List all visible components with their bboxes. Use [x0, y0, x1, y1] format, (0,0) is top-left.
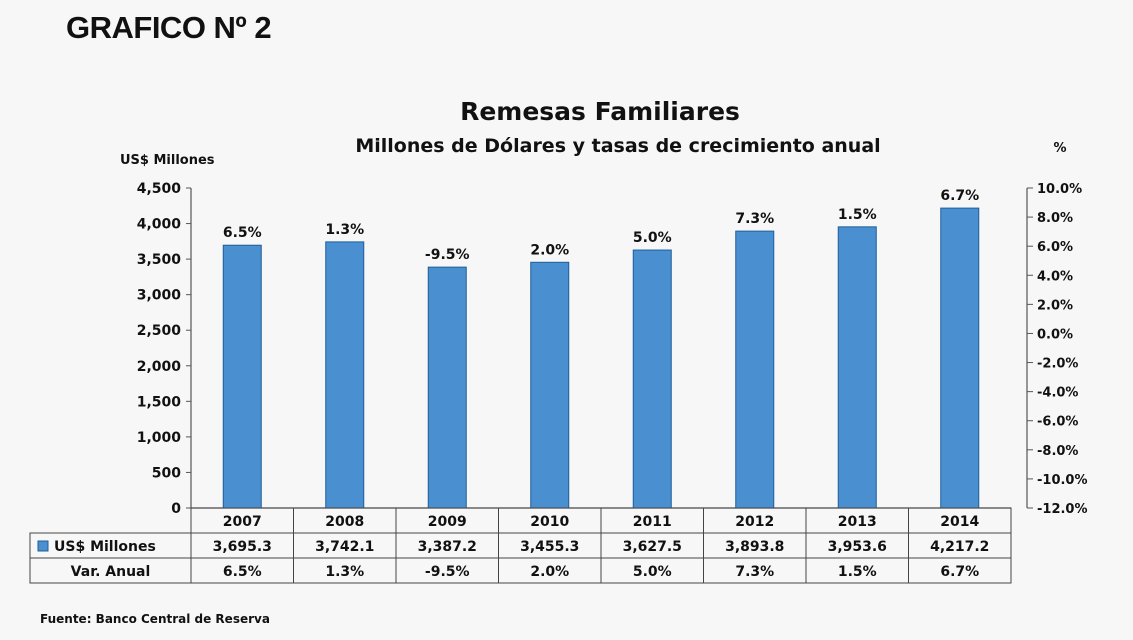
- table-cell: 3,953.6: [828, 539, 887, 555]
- y2-tick-label: -4.0%: [1037, 386, 1078, 401]
- y2-tick-label: -6.0%: [1037, 415, 1078, 430]
- table-cell: 3,695.3: [213, 539, 272, 555]
- table-cell: 3,742.1: [315, 539, 374, 555]
- x-category-label: 2008: [325, 514, 364, 530]
- y2-axis-title: %: [1053, 141, 1066, 156]
- legend-swatch: [37, 540, 49, 552]
- bar: [427, 266, 467, 509]
- x-category-label: 2013: [838, 514, 877, 530]
- table-row-label: US$ Millones: [54, 539, 156, 555]
- y-axis-title: US$ Millones: [120, 153, 215, 168]
- bar-data-label: 6.7%: [940, 188, 979, 204]
- y2-tick-label: -2.0%: [1037, 357, 1078, 372]
- y-tick-label: 500: [152, 465, 181, 481]
- bar: [837, 226, 877, 509]
- bar-data-label: -9.5%: [425, 247, 470, 263]
- bar: [222, 244, 262, 509]
- y2-tick-label: 10.0%: [1037, 182, 1082, 197]
- y-tick-label: 1,500: [137, 394, 182, 410]
- y2-tick-label: 4.0%: [1037, 269, 1073, 284]
- table-cell: 3,627.5: [623, 539, 682, 555]
- table-cell: 4,217.2: [930, 539, 989, 555]
- x-category-label: 2009: [428, 514, 467, 530]
- y-tick-label: 1,000: [137, 430, 182, 446]
- x-category-label: 2012: [735, 514, 774, 530]
- chart-subtitle: Millones de Dólares y tasas de crecimien…: [355, 135, 880, 157]
- y-tick-label: 4,500: [137, 181, 182, 197]
- table-cell: 7.3%: [735, 564, 774, 580]
- figure-label: GRAFICO Nº 2: [66, 10, 272, 45]
- table-cell: 2.0%: [530, 564, 569, 580]
- x-category-label: 2007: [223, 514, 262, 530]
- y-tick-label: 0: [171, 501, 181, 517]
- y-tick-label: 2,500: [137, 323, 182, 339]
- table-cell: -9.5%: [425, 564, 470, 580]
- bar-data-label: 1.5%: [838, 207, 877, 223]
- bar-data-label: 2.0%: [530, 242, 569, 258]
- y2-tick-label: -12.0%: [1037, 502, 1088, 517]
- y-tick-label: 3,000: [137, 288, 182, 304]
- y-tick-label: 3,500: [137, 252, 182, 268]
- table-cell: 6.7%: [940, 564, 979, 580]
- table-row-label: Var. Anual: [71, 564, 151, 580]
- bar-data-label: 6.5%: [223, 225, 262, 241]
- y2-tick-label: -8.0%: [1037, 444, 1078, 459]
- y-tick-label: 4,000: [137, 217, 182, 233]
- y-tick-label: 2,000: [137, 359, 182, 375]
- table-cell: 1.3%: [325, 564, 364, 580]
- data-table: 2007 2008 2009 2010 2011 2012 2013 2014 US$ Mill…: [29, 507, 1012, 584]
- bar: [530, 261, 570, 509]
- bar-data-label: 1.3%: [325, 222, 364, 238]
- y2-tick-label: -10.0%: [1037, 473, 1088, 488]
- y2-tick-label: 6.0%: [1037, 240, 1073, 255]
- table-cell: 1.5%: [838, 564, 877, 580]
- bar-data-label: 7.3%: [735, 211, 774, 227]
- chart-title: Remesas Familiares: [460, 97, 740, 126]
- y2-tick-label: 8.0%: [1037, 211, 1073, 226]
- table-cell: 6.5%: [223, 564, 262, 580]
- table-cell: 3,455.3: [520, 539, 579, 555]
- x-category-label: 2011: [633, 514, 672, 530]
- plot-area: 0 500 1,000 1,500 2,000 2,500 3,000 3,500 4,000 4…: [137, 181, 1088, 517]
- x-category-label: 2014: [940, 514, 979, 530]
- bar: [325, 241, 365, 509]
- table-cell: 3,893.8: [725, 539, 784, 555]
- table-cell: 3,387.2: [418, 539, 477, 555]
- x-category-label: 2010: [530, 514, 569, 530]
- y2-tick-label: 0.0%: [1037, 327, 1073, 342]
- bar: [632, 249, 672, 509]
- table-cell: 5.0%: [633, 564, 672, 580]
- bar: [735, 230, 775, 509]
- bar-data-label: 5.0%: [633, 230, 672, 246]
- y2-tick-label: 2.0%: [1037, 298, 1073, 313]
- bar: [940, 207, 980, 509]
- source-note: Fuente: Banco Central de Reserva: [40, 612, 270, 626]
